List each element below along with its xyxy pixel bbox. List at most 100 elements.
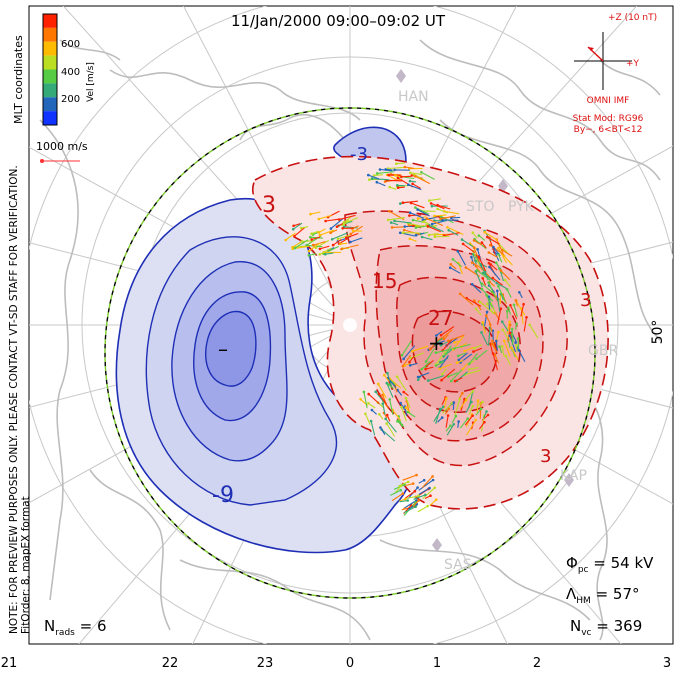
velocity-vector [386,423,396,437]
velocity-vector [515,345,518,352]
velocity-vector [391,222,399,226]
velocity-vector [448,334,465,342]
velocity-vector [428,224,444,233]
velocity-vector [520,304,525,317]
velocity-vector [481,283,496,296]
velocity-vector [346,232,359,239]
velocity-vector [458,392,463,400]
velocity-vector [390,489,401,496]
velocity-vector [503,340,511,357]
velocity-vector [368,402,376,409]
colorbar-segment [43,27,57,42]
mlt-tick-2: 2 [532,656,542,671]
velocity-vector [437,204,451,210]
velocity-vector [293,223,301,227]
velocity-vector [489,281,495,287]
velocity-vector [468,405,474,415]
velocity-vector [441,402,453,414]
cross-polar-potential: Φpc = 54 kV [566,554,654,575]
velocity-vector [311,236,321,241]
velocity-vector [482,322,486,334]
velocity-vector [439,355,449,369]
velocity-vector [370,420,376,436]
velocity-vector [490,263,498,271]
hm-boundary-latitude: ΛHM = 57° [566,585,640,606]
velocity-vector [418,479,434,491]
velocity-vector [434,337,443,345]
velocity-vector [292,241,302,248]
velocity-vector [422,487,436,500]
velocity-vector [476,349,488,360]
velocity-vector [476,269,491,281]
potential-minimum-marker: – [218,337,228,361]
velocity-vector [421,361,431,370]
velocity-vector [437,208,449,214]
velocity-vector [488,252,498,258]
velocity-vector [497,299,501,312]
velocity-vector [399,499,408,503]
velocity-vector [350,237,363,243]
velocity-vector [475,265,481,273]
velocity-colorbar [42,13,58,126]
velocity-vector [487,327,491,346]
velocity-vector [450,263,457,270]
velocity-vector [489,343,494,354]
velocity-vector [385,418,397,433]
contour-label-pos-15: 15 [372,269,397,293]
mlt-tick-21: 21 [0,656,18,671]
velocity-vector [375,391,385,404]
velocity-vector [374,174,383,177]
velocity-vector [473,239,483,246]
velocity-vector [506,321,511,334]
colorbar-segment [43,14,57,28]
velocity-vector [404,490,416,500]
velocity-vector [410,362,418,366]
velocity-vector [371,178,390,181]
velocity-vector [466,419,477,436]
velocity-vector [492,277,503,286]
velocity-vector [378,393,388,405]
velocity-vector [417,209,430,217]
velocity-vector [405,397,411,408]
imf-model: Stat Mod: RG96 [573,114,644,124]
velocity-vector [308,242,321,252]
velocity-vector [435,330,443,336]
velocity-vector [458,352,468,361]
velocity-vector [440,326,455,336]
scale-vector-label: 1000 m/s [36,140,88,153]
velocity-vector [407,503,418,510]
velocity-vector [468,353,478,365]
velocity-vector [459,418,469,429]
velocity-vector [468,366,479,370]
velocity-vector [450,368,464,382]
imf-source: OMNI IMF [587,96,630,106]
colorbar-tick-400: 400 [61,67,80,78]
velocity-vector [435,361,444,366]
velocity-vector [435,348,453,354]
imf-z-label: +Z (10 nT) [608,13,657,23]
velocity-vector [386,382,394,398]
velocity-vector [443,347,454,357]
velocity-vector [479,403,482,419]
velocity-vector [318,228,326,233]
velocity-vector [483,311,488,327]
velocity-vector [452,402,455,411]
vector-count: Nvc = 369 [570,617,643,638]
velocity-vector [428,375,445,382]
velocity-vector [368,393,380,405]
radar-count: Nrads = 6 [44,617,107,638]
velocity-vector [424,495,431,499]
velocity-vector [472,250,481,266]
velocity-vector [452,258,463,268]
velocity-vector [435,350,447,366]
coastlines [39,39,661,641]
imf-clock: +Z (10 nT) +Y OMNI IMF Stat Mod: RG96 By… [573,13,657,135]
velocity-vector [454,377,463,382]
velocity-vector [441,368,456,381]
velocity-vector [515,300,519,307]
velocity-vector [415,232,425,236]
velocity-vector [502,249,513,257]
velocity-vector [404,166,415,169]
velocity-vector [400,407,407,422]
velocity-vector [301,226,309,229]
